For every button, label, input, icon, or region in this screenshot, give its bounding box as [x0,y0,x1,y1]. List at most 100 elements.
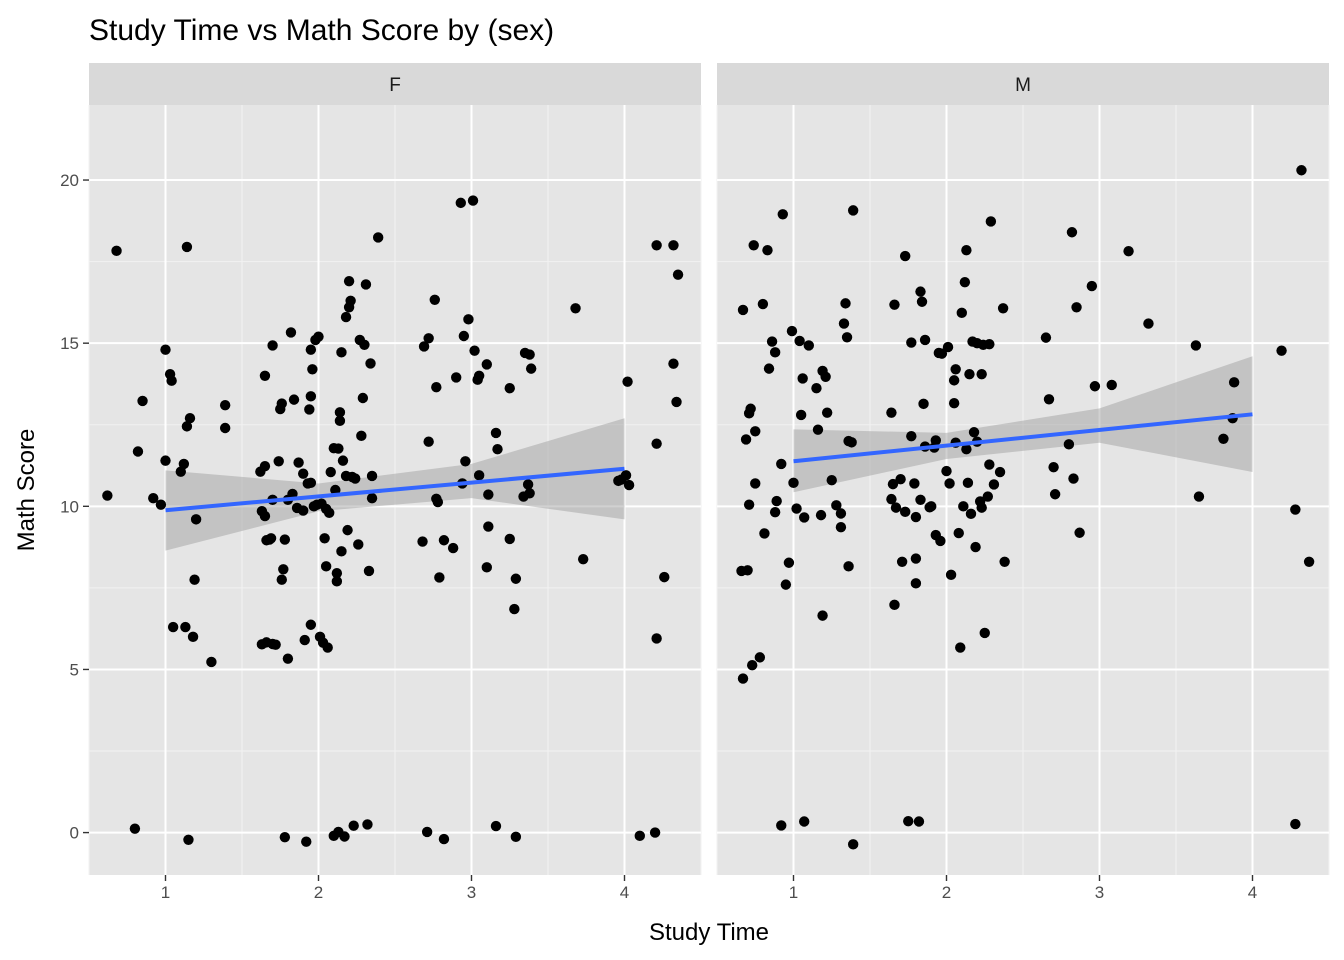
data-point [336,546,347,557]
data-point [434,572,445,583]
data-point [423,333,434,344]
facet-panel-M: M 1 2 3 4 [716,63,1330,902]
data-point [181,421,193,432]
data-point [372,232,384,243]
data-point [438,833,450,845]
y-axis-title: Math Score [13,429,40,552]
data-point [1106,379,1117,391]
data-point [1296,165,1307,176]
data-point [651,240,662,251]
data-point [961,244,972,256]
data-point [509,603,520,615]
data-point [1228,377,1240,388]
data-point [342,524,353,536]
data-point [524,488,535,499]
data-point [759,528,770,539]
data-point [953,527,964,539]
data-point [160,455,171,466]
data-point [847,205,859,216]
data-point [366,492,378,504]
data-point [944,478,955,489]
data-point [339,831,350,842]
x-tick-label: 2 [942,883,951,902]
data-point [926,501,937,512]
data-point [979,627,990,639]
regression-line [793,412,1253,464]
data-point [102,490,113,501]
data-point [672,269,684,280]
data-point [219,399,231,411]
data-point [831,500,842,511]
data-point [298,468,309,479]
data-point [305,391,317,402]
data-point [786,325,798,337]
data-point [994,466,1006,478]
data-point [522,479,534,490]
y-tick-label: 15 [60,334,79,353]
data-point [740,434,752,445]
x-tick-label: 1 [789,883,798,902]
data-point [846,437,857,448]
data-point [270,639,281,650]
data-point [906,430,917,442]
data-point [360,279,372,290]
data-point [577,553,589,565]
data-point [175,466,186,477]
data-point [334,415,346,427]
data-point [886,493,897,505]
data-point [742,565,753,576]
data-point [350,473,361,484]
data-point [282,653,294,664]
data-point [343,275,355,287]
data-point [817,610,828,621]
data-point [190,514,202,525]
data-point [620,470,632,481]
data-point [634,830,645,842]
data-point [838,318,850,329]
data-point [320,561,332,572]
data-point [455,197,466,209]
data-point [324,507,335,519]
data-point [259,510,271,522]
data-point [985,216,997,227]
data-point [1068,473,1079,484]
data-point [178,458,190,470]
data-point [890,502,902,513]
data-point [745,403,756,414]
data-point [481,359,492,370]
data-point [279,831,291,843]
data-point [570,303,581,314]
data-point [524,349,535,360]
data-point [982,491,994,502]
data-point [999,556,1010,567]
data-point [754,652,766,663]
facet-strip [717,63,1329,105]
data-point [265,533,277,544]
data-point [206,656,217,668]
data-point [129,823,141,834]
data-point [267,340,278,351]
data-point [259,460,271,472]
data-point [737,304,749,316]
data-point [948,398,960,409]
data-point [799,512,810,523]
x-tick-label: 1 [161,883,170,902]
data-point [111,245,122,257]
data-point [909,478,920,489]
data-point [746,660,758,671]
data-point [160,344,171,355]
data-point [948,375,960,386]
data-point [473,470,485,481]
data-point [305,477,317,489]
data-point [821,407,833,418]
data-point [815,509,827,521]
data-point [750,478,761,489]
data-point [936,348,948,359]
data-point [319,533,330,544]
data-point [1193,491,1205,502]
data-point [961,444,972,455]
data-point [504,383,515,394]
data-point [490,427,502,439]
data-point [276,398,287,409]
